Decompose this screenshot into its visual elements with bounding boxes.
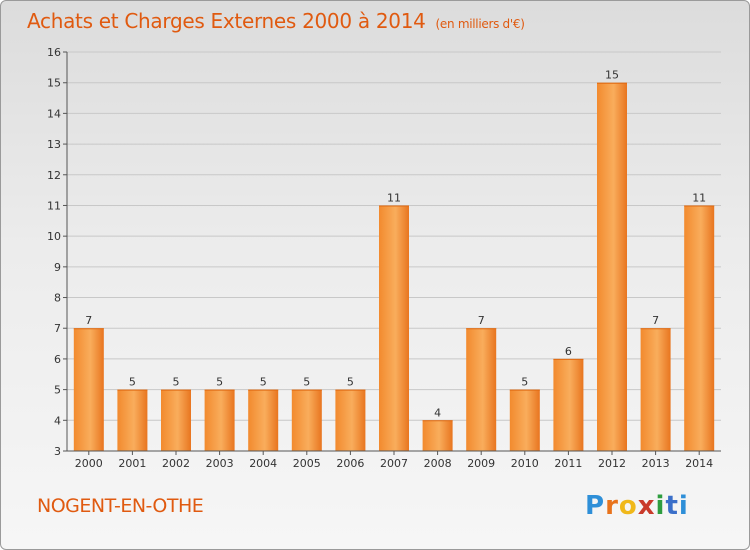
x-tick-label: 2001	[118, 457, 146, 470]
axes: 3 4 5 6 7 8 9 10 11 12 13 14 15 16 2000 2001 2002 2003 200…	[47, 46, 721, 470]
bar	[553, 358, 584, 451]
x-tick-label: 2002	[162, 457, 190, 470]
x-tick-label: 2006	[336, 457, 364, 470]
bar	[161, 389, 191, 451]
data-label: 11	[692, 191, 706, 204]
logo-letter: t	[665, 491, 679, 521]
data-label: 5	[347, 376, 354, 389]
bar	[73, 328, 104, 451]
data-label: 11	[387, 191, 401, 204]
location-label: NOGENT-EN-OTHE	[37, 495, 204, 517]
y-tick-label: 10	[47, 230, 61, 243]
bar	[117, 389, 148, 451]
data-label: 6	[565, 345, 572, 358]
y-tick-label: 16	[47, 46, 61, 59]
chart-title-text: Achats et Charges Externes 2000 à 2014	[27, 9, 426, 33]
proxiti-logo: Proxiti	[585, 491, 689, 521]
logo-letter: i	[655, 491, 666, 521]
x-tick-label: 2008	[424, 457, 452, 470]
data-label: 5	[216, 376, 223, 389]
chart-title: Achats et Charges Externes 2000 à 2014 (e…	[27, 9, 525, 33]
y-tick-label: 14	[47, 107, 61, 120]
x-tick-label: 2000	[75, 457, 103, 470]
logo-letter: x	[637, 491, 656, 521]
bar	[509, 389, 540, 451]
bar	[379, 205, 409, 451]
y-tick-label: 13	[47, 138, 61, 151]
bar	[335, 389, 366, 451]
logo-letter: i	[678, 491, 689, 521]
x-tick-label: 2014	[685, 457, 713, 470]
x-tick-label: 2004	[249, 457, 277, 470]
x-tick-label: 2009	[467, 457, 495, 470]
data-label: 5	[521, 376, 528, 389]
data-label: 4	[434, 406, 441, 419]
y-tick-label: 4	[54, 414, 61, 427]
y-tick-label: 6	[54, 353, 61, 366]
y-tick-label: 7	[54, 322, 61, 335]
bar	[597, 82, 627, 451]
data-label: 15	[605, 69, 619, 82]
bar	[204, 389, 235, 451]
logo-letter: r	[605, 491, 619, 521]
bar	[248, 389, 279, 451]
x-tick-label: 2005	[293, 457, 321, 470]
x-tick-label: 2011	[554, 457, 582, 470]
x-tick-label: 2003	[206, 457, 234, 470]
y-tick-label: 12	[47, 169, 61, 182]
y-tick-label: 9	[54, 261, 61, 274]
data-label: 5	[260, 376, 267, 389]
bar	[291, 389, 322, 451]
chart-subtitle: (en milliers d'€)	[435, 17, 525, 31]
x-tick-label: 2010	[511, 457, 539, 470]
bar	[640, 328, 671, 451]
y-tick-label: 5	[54, 384, 61, 397]
data-label: 5	[129, 376, 136, 389]
bar	[422, 420, 453, 451]
y-tick-label: 8	[54, 292, 61, 305]
x-tick-label: 2007	[380, 457, 408, 470]
bar	[466, 328, 497, 451]
y-tick-label: 11	[47, 199, 61, 212]
y-tick-label: 3	[54, 445, 61, 458]
data-label: 7	[85, 314, 92, 327]
bars: 7 5 5 5 5 5 5 11 4 7 5 6 15 7 11	[73, 69, 715, 451]
data-label: 7	[652, 314, 659, 327]
logo-letter: o	[618, 491, 638, 521]
x-tick-label: 2012	[598, 457, 626, 470]
bar	[684, 205, 715, 451]
x-tick-label: 2013	[642, 457, 670, 470]
logo-letter: P	[585, 491, 606, 521]
data-label: 5	[173, 376, 180, 389]
y-tick-label: 15	[47, 77, 61, 90]
data-label: 7	[478, 314, 485, 327]
data-label: 5	[303, 376, 310, 389]
